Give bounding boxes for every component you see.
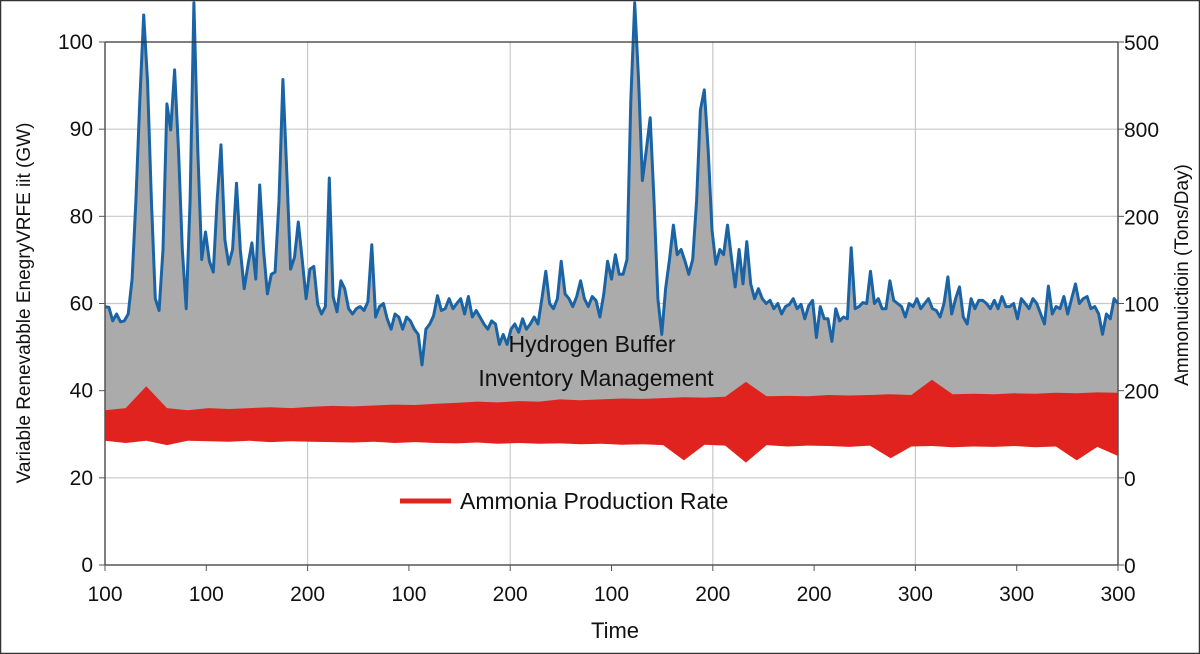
y2-tick-label: 0	[1124, 468, 1136, 491]
x-tick-label: 300	[999, 583, 1034, 606]
y2-tick-label: 200	[1124, 206, 1159, 229]
x-tick-label: 100	[594, 583, 629, 606]
y-tick-label: 0	[81, 554, 93, 577]
y2-tick-label: 800	[1124, 119, 1159, 142]
x-tick-label: 200	[695, 583, 730, 606]
y-tick-label: 20	[70, 467, 93, 490]
annotation-line-1: Hydrogen Buffer	[508, 331, 675, 357]
y-tick-label: 80	[70, 205, 93, 228]
x-tick-label: 100	[391, 583, 426, 606]
annotation-line-2: Inventory Management	[478, 365, 714, 391]
y2-axis-title: Ammonuictioin (Tons/Day)	[1172, 164, 1193, 386]
x-tick-label: 300	[1100, 583, 1135, 606]
x-tick-label: 200	[290, 583, 325, 606]
axes	[99, 41, 1124, 571]
x-tick-label: 100	[87, 583, 122, 606]
legend: Ammonia Production Rate	[400, 488, 728, 514]
y-tick-label: 90	[70, 118, 93, 141]
x-tick-label: 200	[493, 583, 528, 606]
x-tick-label: 100	[189, 583, 224, 606]
x-tick-label: 200	[797, 583, 832, 606]
legend-label-ammonia: Ammonia Production Rate	[460, 488, 728, 514]
x-axis-title: Time	[591, 618, 639, 643]
y-axis-title: Variable Renevabble EnegryVRFE iit (GW)	[14, 123, 35, 484]
y2-tick-label: 200	[1124, 381, 1159, 404]
y-tick-label: 40	[70, 380, 93, 403]
ammonia-production-band	[105, 379, 1118, 463]
y-tick-label: 60	[70, 293, 93, 316]
y2-tick-labels: 500 800 200 100 200 0 0	[1124, 32, 1159, 578]
hydrogen-buffer-area	[105, 2, 1118, 426]
x-tick-labels: 100 100 200 100 200 100 200 200 300 300 300	[87, 583, 1135, 606]
y2-tick-label: 100	[1124, 294, 1159, 317]
y-tick-label: 100	[58, 31, 93, 54]
y-tick-labels: 100 90 80 60 40 20 0	[58, 31, 93, 577]
y2-tick-label: 0	[1124, 555, 1136, 578]
y2-tick-label: 500	[1124, 32, 1159, 55]
vre-line	[104, 1, 1120, 367]
x-tick-label: 300	[898, 583, 933, 606]
